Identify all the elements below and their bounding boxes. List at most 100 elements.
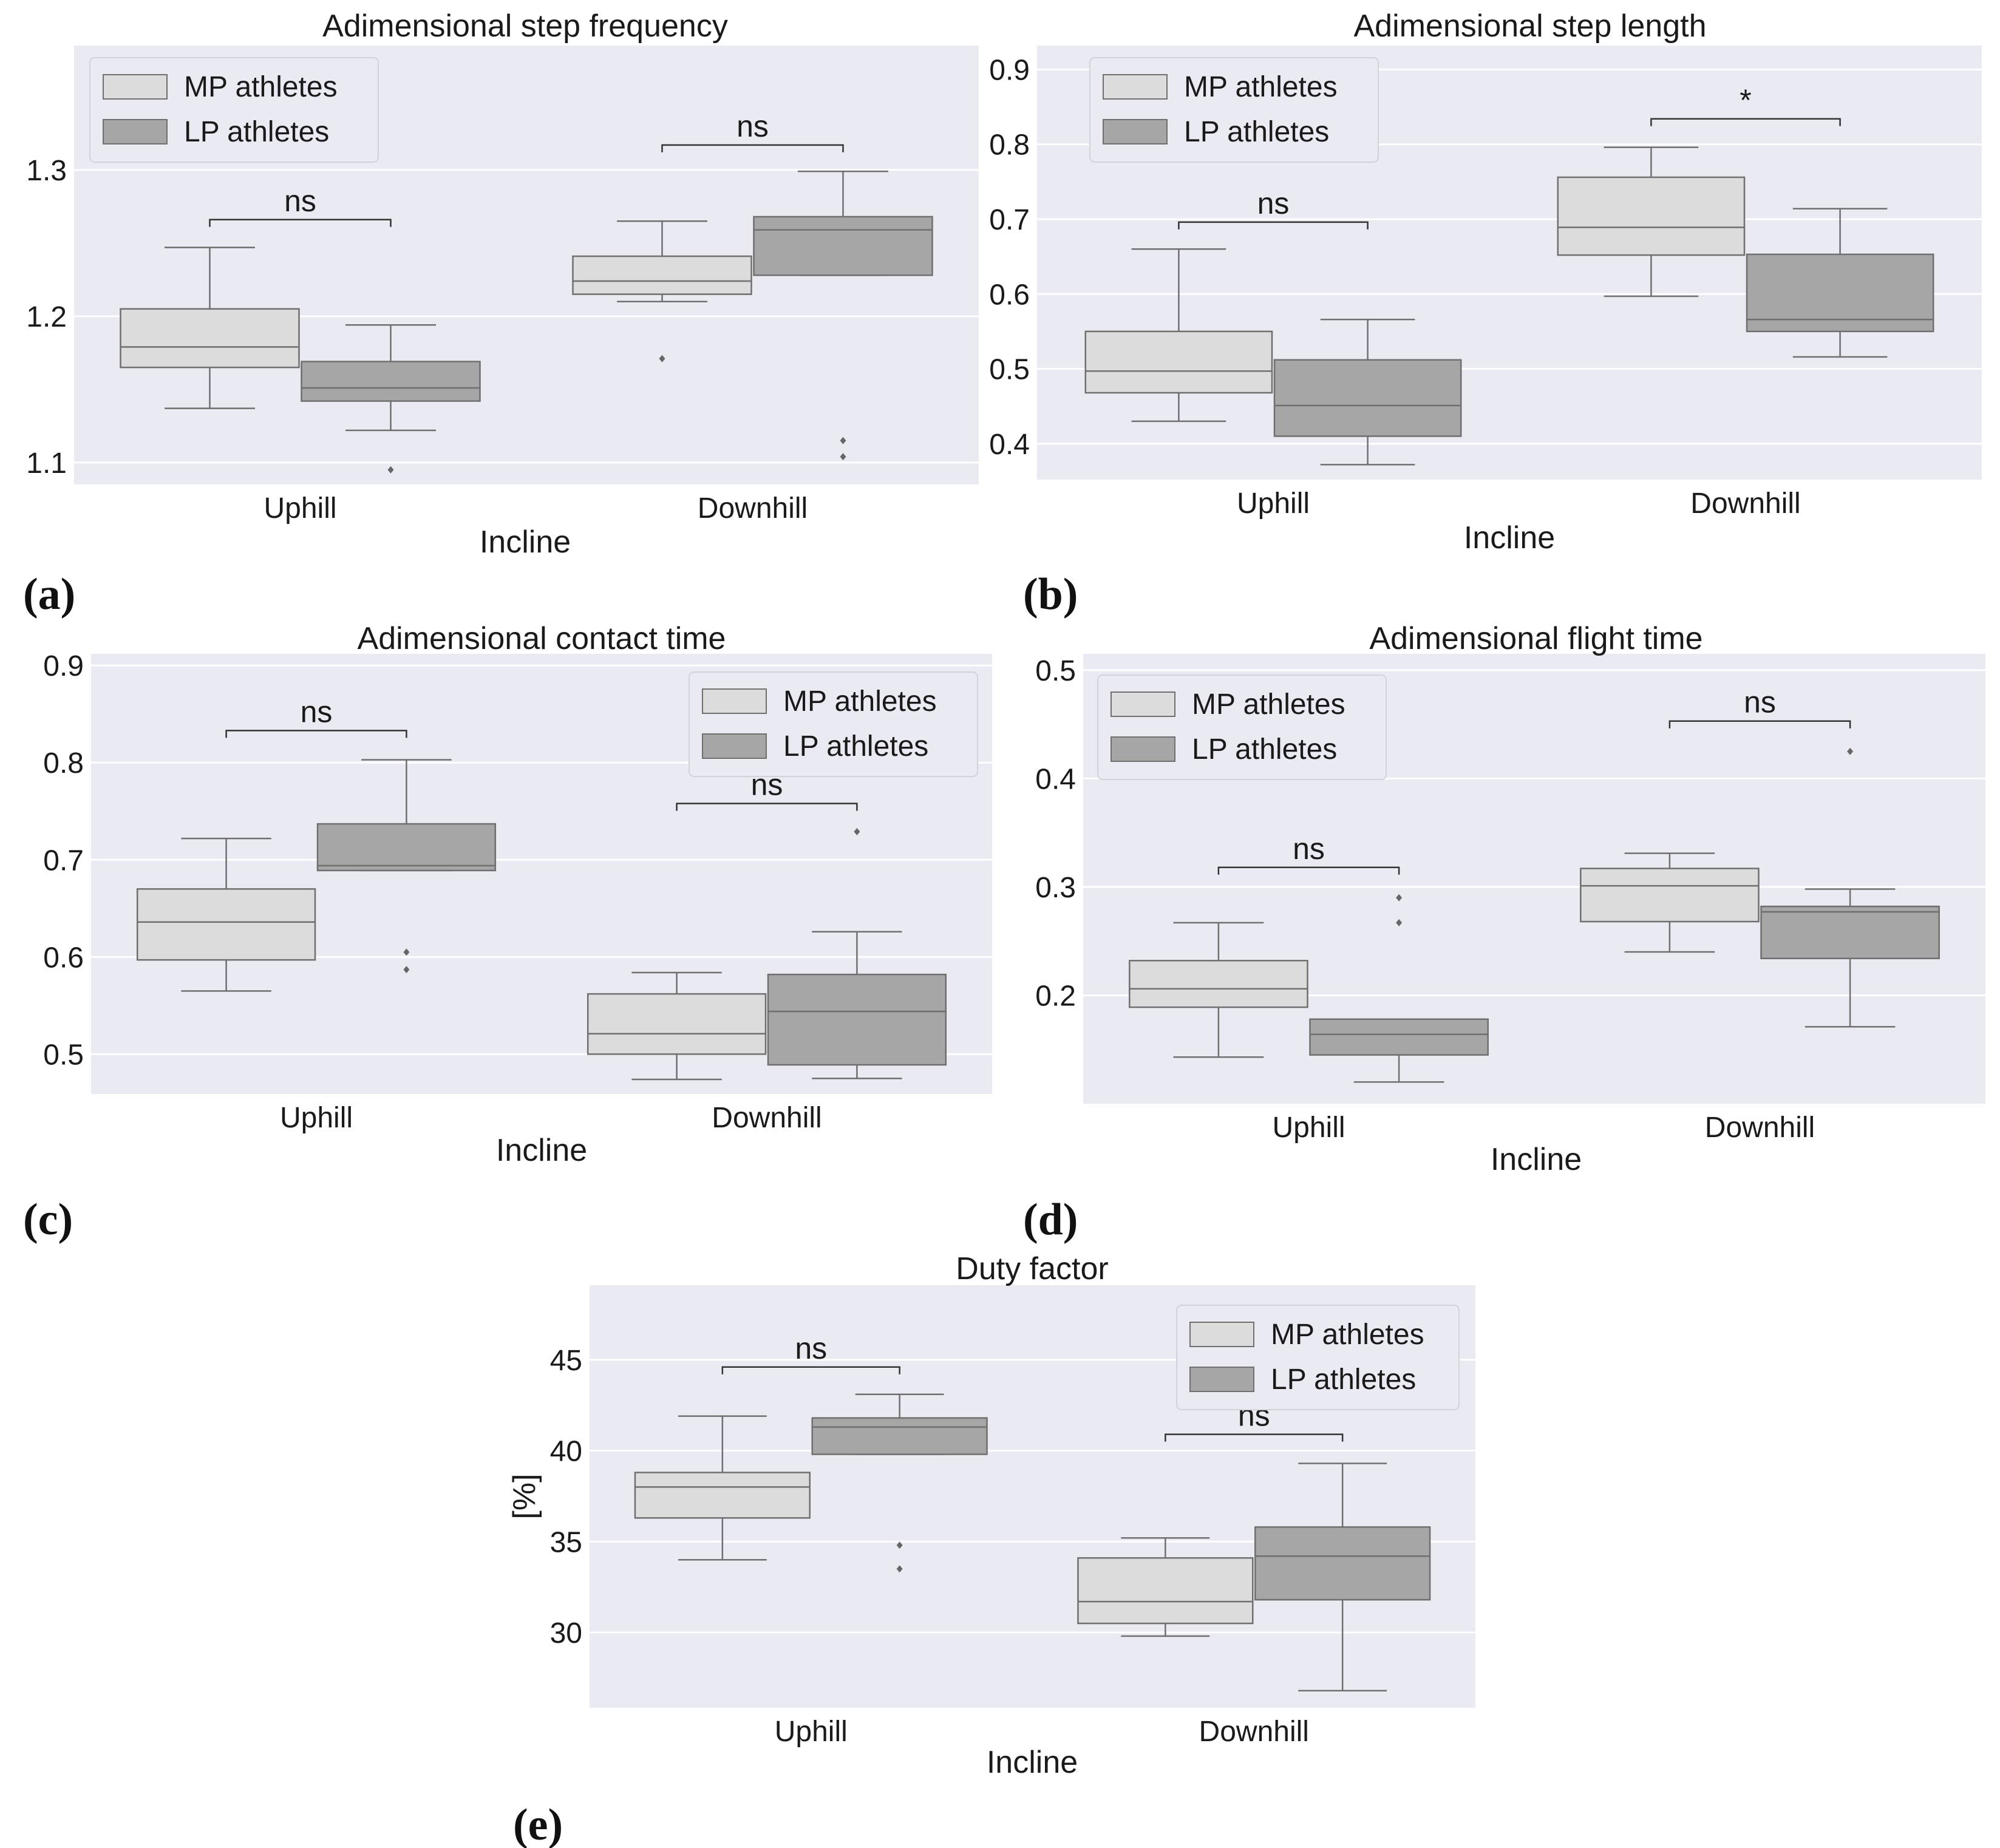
box-downhill-lp [1760,747,1940,1028]
significance-bracket [1165,1433,1344,1442]
x-tick-label: Uphill [775,1716,848,1748]
y-tick-label: 0.8 [43,747,84,780]
legend-swatch [702,688,767,714]
outlier-point [403,948,410,956]
legend-swatch [702,733,767,759]
significance-label: ns [1257,186,1290,220]
legend-swatch [1103,119,1168,144]
legend: MP athletes LP athletes [1089,57,1379,163]
outlier-point [896,1541,903,1549]
significance-bracket [225,730,407,738]
chart-panel-d: 0.2 0.3 0.4 0.5 Uphill Downhill ns ns Adimension… [1023,621,1985,1245]
legend-swatch [1111,736,1175,762]
legend-label: MP athletes [1192,688,1345,721]
legend: MP athletes LP athletes [1176,1305,1460,1410]
legend: MP athletes LP athletes [689,671,978,777]
outlier-point [387,466,394,474]
box-uphill-mp [1129,922,1308,1058]
box-body [587,993,767,1055]
y-tick-label: 0.4 [1035,763,1076,795]
box-body [634,1472,811,1519]
outlier-point [403,966,410,974]
y-tick-label: 0.8 [989,129,1030,161]
chart-title: Adimensional flight time [1369,621,1702,656]
legend-swatch [103,74,168,100]
panel-letter: (d) [1023,1195,1078,1245]
outlier-point [896,1565,903,1573]
box-body [811,1417,988,1455]
box-body [1760,905,1940,959]
panel-letter: (c) [23,1195,73,1245]
y-tick-label: 0.9 [989,54,1030,86]
y-tick-label: 1.1 [26,447,67,480]
box-uphill-lp [1273,318,1462,466]
panel-letter: (a) [23,569,75,619]
box-downhill-lp [753,171,933,461]
significance-label: ns [284,184,316,218]
y-tick-label: 30 [550,1617,582,1649]
chart-panel-b: 0.4 0.5 0.6 0.7 0.8 0.9 Uphill Downhill ns * Adime… [989,8,1982,619]
x-axis-label: Incline [1491,1142,1582,1177]
y-tick-label: 0.7 [43,844,84,877]
significance-bracket [721,1366,900,1374]
x-axis-label: Incline [1464,520,1555,555]
significance-bracket [1178,221,1369,229]
legend-label: MP athletes [1271,1319,1424,1351]
box-body [1580,868,1760,923]
box-uphill-mp [634,1415,811,1561]
y-tick-label: 0.5 [1035,655,1076,687]
significance-label: ns [301,695,333,729]
box-downhill-lp [1254,1462,1431,1692]
legend-label: MP athletes [184,71,338,103]
x-tick-label: Uphill [264,492,336,525]
box-downhill-mp [1557,146,1746,297]
chart-panel-a: 1.1 1.2 1.3 Uphill Downhill ns ns Adimensional … [23,8,979,619]
x-tick-label: Downhill [1705,1112,1815,1144]
legend-swatch [1189,1367,1254,1392]
significance-bracket [1668,720,1851,729]
legend: MP athletes LP athletes [89,57,379,163]
box-body [1273,359,1462,437]
chart-title: Adimensional step length [1353,8,1706,44]
y-tick-label: 40 [550,1436,582,1468]
x-tick-label: Uphill [1272,1112,1345,1144]
significance-label: ns [1293,832,1325,866]
box-uphill-mp [136,837,316,992]
y-tick-label: 35 [550,1526,582,1558]
box-body [1557,176,1746,256]
significance-label: * [1740,83,1751,117]
significance-label: ns [795,1331,827,1365]
outlier-point [840,453,846,461]
significance-bracket [1217,866,1400,875]
box-body [1077,1557,1254,1625]
box-body [753,216,933,276]
box-downhill-mp [572,220,752,362]
box-body [1129,960,1308,1008]
x-axis-label: Incline [496,1133,587,1168]
chart-title: Adimensional step frequency [322,8,728,44]
legend-label: LP athletes [1192,733,1337,766]
x-tick-label: Uphill [1237,487,1310,520]
x-tick-label: Downhill [712,1102,821,1134]
panel-letter: (b) [1023,569,1078,619]
x-tick-label: Downhill [698,492,808,525]
legend-swatch [1111,691,1175,717]
chart-title: Adimensional contact time [358,621,726,656]
outlier-point [840,437,846,444]
legend-label: LP athletes [1184,116,1329,148]
y-tick-label: 0.5 [989,354,1030,386]
box-uphill-lp [316,759,497,974]
outlier-point [854,827,860,835]
x-tick-label: Downhill [1199,1716,1309,1748]
box-uphill-mp [1084,248,1273,423]
significance-label: ns [736,109,769,143]
x-axis-label: Incline [987,1745,1078,1780]
legend-label: MP athletes [783,685,937,718]
outlier-point [1847,747,1854,755]
box-uphill-lp [301,324,481,474]
box-uphill-lp [1309,894,1489,1083]
legend-swatch [1189,1322,1254,1347]
